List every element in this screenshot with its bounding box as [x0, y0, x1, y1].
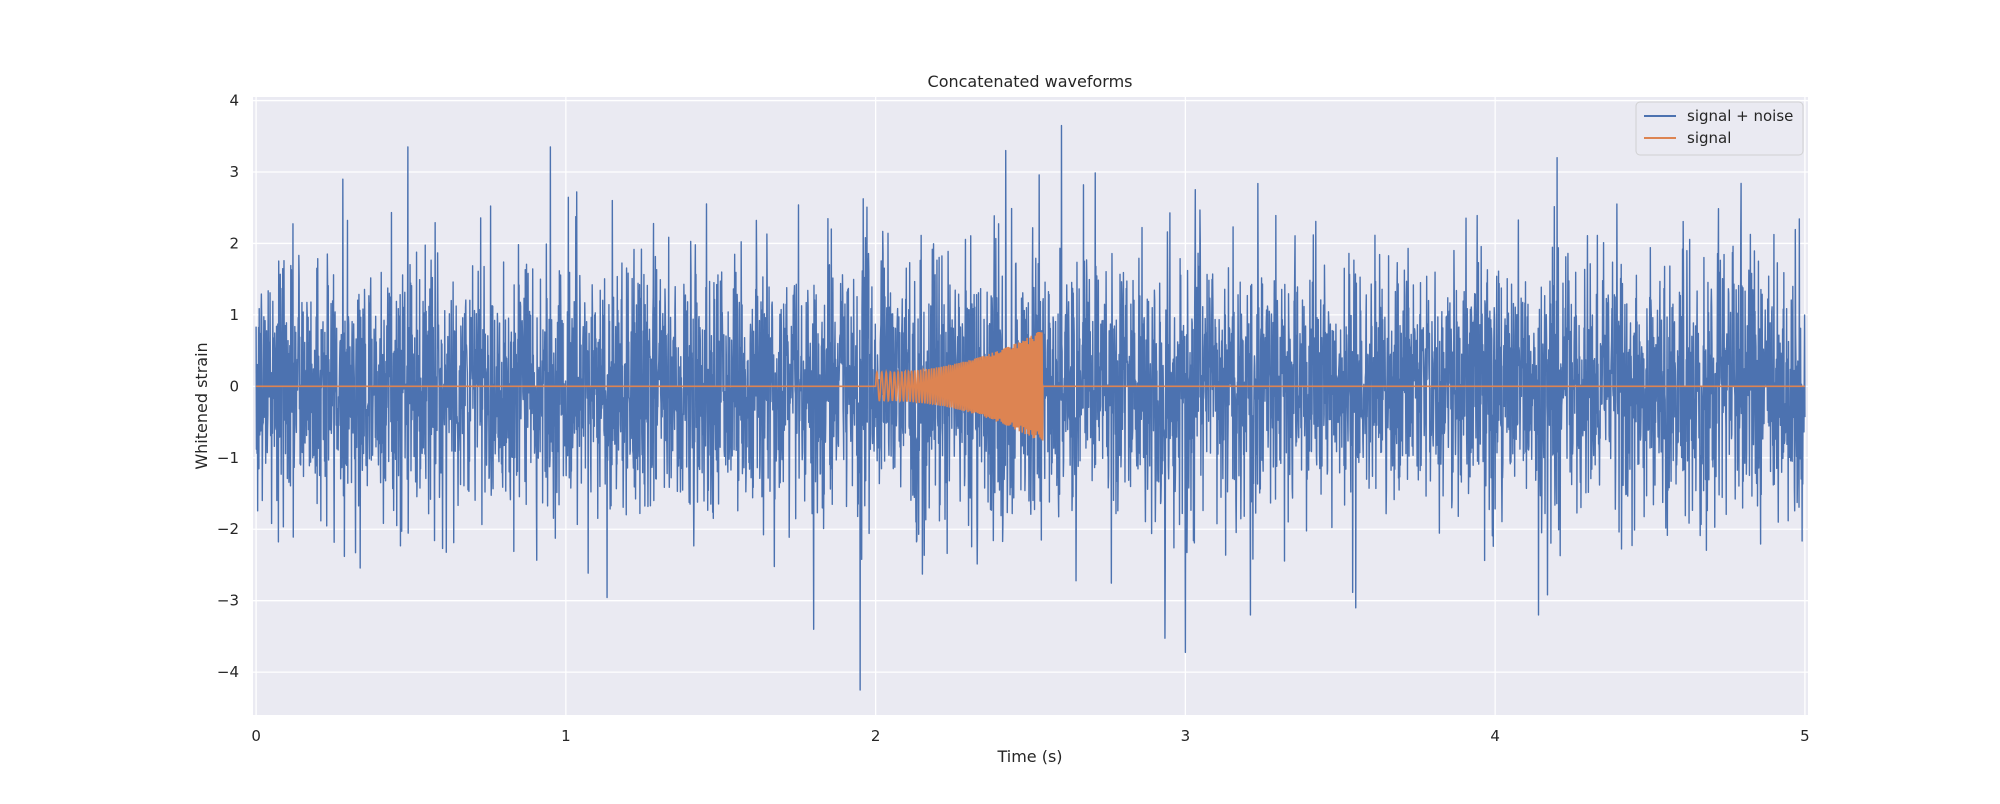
ticks: 0 1 2 3 4 5 −4 −3 −2 −1 0 1 2 3 4 — [217, 92, 1810, 745]
legend-label-signal-noise: signal + noise — [1687, 107, 1793, 125]
y-tick-label: −4 — [217, 663, 239, 681]
y-tick-label: 2 — [229, 234, 239, 252]
y-tick-label: 0 — [229, 377, 239, 395]
legend: signal + noise signal — [1635, 101, 1804, 156]
x-tick-label: 0 — [251, 727, 261, 745]
x-tick-label: 4 — [1490, 727, 1500, 745]
x-tick-label: 5 — [1800, 727, 1810, 745]
x-tick-label: 1 — [561, 727, 571, 745]
y-tick-label: 3 — [229, 163, 239, 181]
y-tick-label: 1 — [229, 306, 239, 324]
y-tick-label: −1 — [217, 449, 239, 467]
y-tick-label: 4 — [229, 92, 239, 110]
series-signal-noise-line — [255, 124, 1806, 691]
y-tick-label: −3 — [217, 592, 239, 610]
legend-label-signal: signal — [1687, 129, 1731, 147]
chart-title: Concatenated waveforms — [928, 72, 1133, 91]
y-axis-label: Whitened strain — [192, 342, 211, 469]
x-tick-label: 3 — [1181, 727, 1191, 745]
x-tick-label: 2 — [871, 727, 881, 745]
series-layer — [255, 124, 1806, 691]
y-tick-label: −2 — [217, 520, 239, 538]
legend-box — [1635, 101, 1804, 156]
x-axis-label: Time (s) — [996, 747, 1062, 766]
series-signal-line — [256, 331, 1805, 441]
